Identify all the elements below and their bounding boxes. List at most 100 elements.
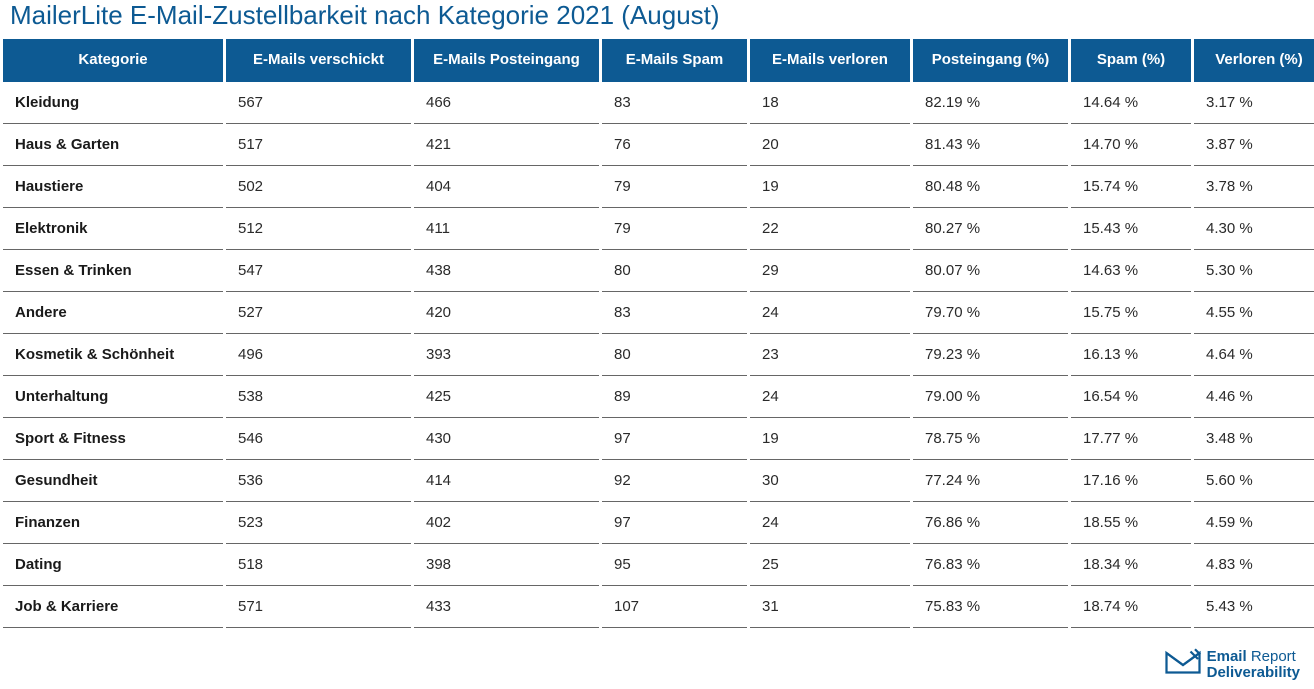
table-row: Unterhaltung538425892479.00 %16.54 %4.46… (3, 376, 1314, 418)
cell-value: 95 (602, 544, 747, 586)
cell-value: 92 (602, 460, 747, 502)
cell-value: 80.07 % (913, 250, 1068, 292)
cell-value: 571 (226, 586, 411, 628)
cell-value: 80.48 % (913, 166, 1068, 208)
col-spam: E-Mails Spam (602, 39, 747, 82)
cell-value: 425 (414, 376, 599, 418)
brand-email: Email (1207, 648, 1247, 665)
cell-value: 393 (414, 334, 599, 376)
cell-value: 4.64 % (1194, 334, 1314, 376)
cell-value: 18 (750, 82, 910, 124)
cell-value: 24 (750, 502, 910, 544)
cell-value: 79 (602, 166, 747, 208)
table-row: Essen & Trinken547438802980.07 %14.63 %5… (3, 250, 1314, 292)
cell-value: 547 (226, 250, 411, 292)
cell-value: 77.24 % (913, 460, 1068, 502)
col-kategorie: Kategorie (3, 39, 223, 82)
cell-category: Haus & Garten (3, 124, 223, 166)
cell-value: 20 (750, 124, 910, 166)
cell-value: 83 (602, 82, 747, 124)
cell-value: 29 (750, 250, 910, 292)
cell-value: 512 (226, 208, 411, 250)
cell-value: 18.74 % (1071, 586, 1191, 628)
cell-value: 81.43 % (913, 124, 1068, 166)
cell-value: 31 (750, 586, 910, 628)
cell-value: 438 (414, 250, 599, 292)
cell-value: 97 (602, 502, 747, 544)
page-title: MailerLite E-Mail-Zustellbarkeit nach Ka… (0, 0, 1314, 39)
cell-value: 17.77 % (1071, 418, 1191, 460)
cell-value: 4.46 % (1194, 376, 1314, 418)
cell-value: 502 (226, 166, 411, 208)
footer-brand: Email Report Deliverability (1165, 648, 1300, 681)
cell-value: 78.75 % (913, 418, 1068, 460)
cell-value: 517 (226, 124, 411, 166)
cell-value: 79.00 % (913, 376, 1068, 418)
cell-value: 14.64 % (1071, 82, 1191, 124)
cell-category: Finanzen (3, 502, 223, 544)
cell-category: Gesundheit (3, 460, 223, 502)
brand-line-2: Deliverability (1207, 665, 1300, 681)
cell-value: 89 (602, 376, 747, 418)
cell-value: 3.78 % (1194, 166, 1314, 208)
table-row: Job & Karriere5714331073175.83 %18.74 %5… (3, 586, 1314, 628)
cell-value: 16.54 % (1071, 376, 1191, 418)
cell-value: 567 (226, 82, 411, 124)
cell-value: 24 (750, 292, 910, 334)
cell-value: 5.30 % (1194, 250, 1314, 292)
cell-value: 433 (414, 586, 599, 628)
table-row: Andere527420832479.70 %15.75 %4.55 % (3, 292, 1314, 334)
cell-value: 80 (602, 334, 747, 376)
cell-category: Essen & Trinken (3, 250, 223, 292)
cell-category: Sport & Fitness (3, 418, 223, 460)
cell-value: 80.27 % (913, 208, 1068, 250)
cell-value: 398 (414, 544, 599, 586)
cell-value: 24 (750, 376, 910, 418)
cell-value: 527 (226, 292, 411, 334)
cell-value: 5.60 % (1194, 460, 1314, 502)
cell-value: 3.87 % (1194, 124, 1314, 166)
cell-value: 79 (602, 208, 747, 250)
cell-value: 18.34 % (1071, 544, 1191, 586)
table-row: Sport & Fitness546430971978.75 %17.77 %3… (3, 418, 1314, 460)
cell-value: 15.75 % (1071, 292, 1191, 334)
cell-value: 411 (414, 208, 599, 250)
col-posteingang-pct: Posteingang (%) (913, 39, 1068, 82)
cell-value: 80 (602, 250, 747, 292)
table-row: Haus & Garten517421762081.43 %14.70 %3.8… (3, 124, 1314, 166)
deliverability-table: Kategorie E-Mails verschickt E-Mails Pos… (0, 39, 1314, 628)
cell-value: 466 (414, 82, 599, 124)
cell-value: 5.43 % (1194, 586, 1314, 628)
brand-line-1: Email Report (1207, 649, 1300, 665)
cell-value: 3.48 % (1194, 418, 1314, 460)
cell-value: 76.83 % (913, 544, 1068, 586)
cell-value: 546 (226, 418, 411, 460)
cell-value: 16.13 % (1071, 334, 1191, 376)
cell-value: 14.63 % (1071, 250, 1191, 292)
cell-category: Elektronik (3, 208, 223, 250)
cell-value: 4.59 % (1194, 502, 1314, 544)
table-row: Elektronik512411792280.27 %15.43 %4.30 % (3, 208, 1314, 250)
cell-value: 15.74 % (1071, 166, 1191, 208)
table-row: Kleidung567466831882.19 %14.64 %3.17 % (3, 82, 1314, 124)
cell-value: 82.19 % (913, 82, 1068, 124)
table-row: Dating518398952576.83 %18.34 %4.83 % (3, 544, 1314, 586)
cell-value: 420 (414, 292, 599, 334)
cell-value: 4.83 % (1194, 544, 1314, 586)
cell-value: 79.23 % (913, 334, 1068, 376)
table-row: Finanzen523402972476.86 %18.55 %4.59 % (3, 502, 1314, 544)
cell-value: 538 (226, 376, 411, 418)
cell-category: Haustiere (3, 166, 223, 208)
col-verschickt: E-Mails verschickt (226, 39, 411, 82)
cell-value: 30 (750, 460, 910, 502)
cell-value: 15.43 % (1071, 208, 1191, 250)
cell-category: Andere (3, 292, 223, 334)
cell-category: Dating (3, 544, 223, 586)
cell-category: Kleidung (3, 82, 223, 124)
col-posteingang: E-Mails Posteingang (414, 39, 599, 82)
cell-value: 536 (226, 460, 411, 502)
col-verloren: E-Mails verloren (750, 39, 910, 82)
cell-value: 496 (226, 334, 411, 376)
cell-value: 76.86 % (913, 502, 1068, 544)
cell-value: 518 (226, 544, 411, 586)
